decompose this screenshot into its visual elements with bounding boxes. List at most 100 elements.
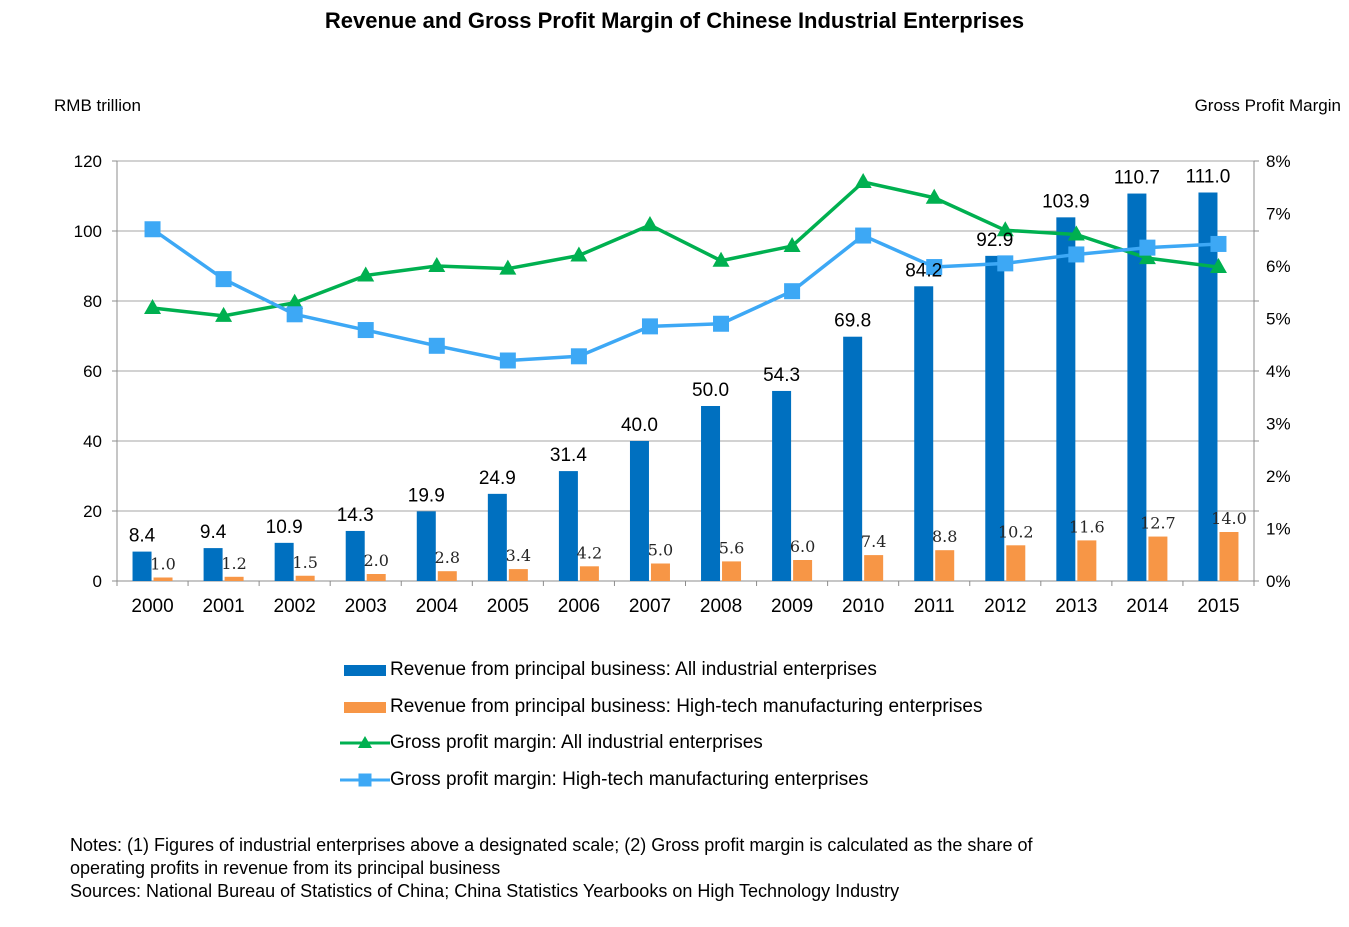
bar-revenue-all [274,542,294,581]
bar-revenue-all [985,255,1005,581]
y-right-tick-label: 1% [1266,520,1291,539]
y-right-tick-label: 6% [1266,257,1291,276]
bar-revenue-all [629,441,649,581]
line-margin-hightech [151,227,1219,363]
bar-revenue-all [1056,217,1076,581]
chart-plot: 0 20 40 60 80 100 120 0% 1% 2% 3% 4% 5% 6% 7% 8% 2000 200… [74,152,1291,617]
bar-revenue-hightech [508,569,528,581]
bar-revenue-hightech [1148,536,1168,581]
x-tick-label: 2007 [629,596,671,617]
bar-revenue-hightech [722,561,742,581]
bar-revenue-hightech [935,550,955,581]
y-right-tick-label: 0% [1266,572,1291,591]
bar-revenue-all [843,336,863,581]
x-tick-label: 2002 [274,596,316,617]
legend-label-revenue-all: Revenue from principal business: All ind… [390,659,877,680]
bar-revenue-hightech [864,555,884,581]
legend-item-margin-all: Gross profit margin: All industrial ente… [340,729,982,766]
x-tick-label: 2005 [487,596,529,617]
legend-item-revenue-hightech: Revenue from principal business: High-te… [340,693,982,730]
line-margin-all [152,180,1219,318]
point-margin-hightech [570,348,587,365]
point-margin-all [783,237,801,253]
point-margin-all [641,216,659,232]
point-margin-all [499,259,517,275]
y-left-tick-label: 100 [74,222,102,241]
data-label-revenue-all: 54.3 [763,365,800,386]
data-label-revenue-hightech: 6.0 [790,537,815,556]
bar-revenue-all [203,548,223,581]
x-tick-label: 2006 [558,596,600,617]
data-label-revenue-hightech: 7.4 [861,532,886,551]
point-margin-hightech [215,271,232,288]
point-margin-all [1138,249,1156,265]
legend-label-margin-all: Gross profit margin: All industrial ente… [390,732,763,753]
x-tick-label: 2011 [914,596,955,617]
data-label-revenue-hightech: 2.8 [435,548,460,567]
bar-revenue-hightech [1006,545,1026,581]
data-label-revenue-hightech: 8.8 [932,527,957,546]
data-label-revenue-all: 111.0 [1186,167,1231,188]
y-right-tick-label: 3% [1266,415,1291,434]
data-label-revenue-hightech: 14.0 [1211,509,1247,528]
y-left-tick-label: 60 [83,362,102,381]
point-margin-hightech [784,283,801,300]
y-right-tick-label: 7% [1266,205,1291,224]
x-tick-label: 2003 [345,596,387,617]
bar-revenue-hightech [366,574,386,581]
x-tick-label: 2009 [771,596,813,617]
y-left-tick-label: 0 [93,572,102,591]
y-right-tick-label: 2% [1266,467,1291,486]
bar-revenue-hightech [793,560,813,581]
data-label-revenue-hightech: 1.0 [150,555,175,574]
point-margin-hightech [1139,239,1156,256]
bar-revenue-hightech [579,566,599,581]
sources-line: Sources: National Bureau of Statistics o… [70,881,900,901]
point-margin-all [357,266,375,282]
x-tick-label: 2000 [131,596,173,617]
point-margin-hightech [997,255,1014,272]
data-label-revenue-hightech: 3.4 [506,546,531,565]
bar-revenue-all [345,530,365,581]
point-margin-hightech [357,322,374,339]
chart-legend: Revenue from principal business: All ind… [340,656,982,802]
data-label-revenue-all: 69.8 [834,311,871,332]
point-margin-hightech [144,221,161,238]
notes-line-2: operating profits in revenue from its pr… [70,858,501,878]
point-margin-hightech [1068,246,1085,263]
bar-revenue-hightech [437,571,457,581]
data-label-revenue-all: 24.9 [479,468,516,489]
data-label-revenue-all: 84.2 [905,260,942,281]
x-tick-label: 2012 [984,596,1026,617]
data-label-revenue-hightech: 10.2 [998,522,1034,541]
data-label-revenue-hightech: 4.2 [577,543,602,562]
data-label-revenue-all: 92.9 [976,230,1013,251]
y-left-tick-label: 20 [83,502,102,521]
bar-revenue-all [487,493,507,581]
bar-revenue-hightech [295,575,315,581]
right-axis-unit-label: Gross Profit Margin [1194,96,1341,115]
data-label-revenue-all: 10.9 [266,517,303,538]
notes-line-1: Notes: (1) Figures of industrial enterpr… [70,835,1033,855]
legend-swatch-revenue-hightech [344,701,386,713]
point-margin-all [570,246,588,262]
bar-revenue-hightech [224,576,244,581]
chart-title: Revenue and Gross Profit Margin of Chine… [324,8,1025,33]
point-margin-hightech [428,337,445,354]
point-margin-all [854,173,872,188]
x-tick-label: 2015 [1197,596,1239,617]
y-right-tick-label: 8% [1266,152,1291,171]
data-label-revenue-all: 50.0 [692,380,729,401]
point-margin-hightech [641,318,658,335]
point-margin-hightech [1210,235,1227,252]
x-tick-label: 2008 [700,596,742,617]
legend-item-margin-hightech: Gross profit margin: High-tech manufactu… [340,766,982,803]
point-margin-all [925,188,943,204]
x-tick-label: 2004 [416,596,459,617]
point-margin-hightech [926,259,943,276]
bar-revenue-all [416,511,436,581]
data-label-revenue-all: 19.9 [408,485,445,506]
y-right-tick-label: 5% [1266,310,1291,329]
point-margin-hightech [286,306,303,323]
x-tick-label: 2001 [202,596,244,617]
